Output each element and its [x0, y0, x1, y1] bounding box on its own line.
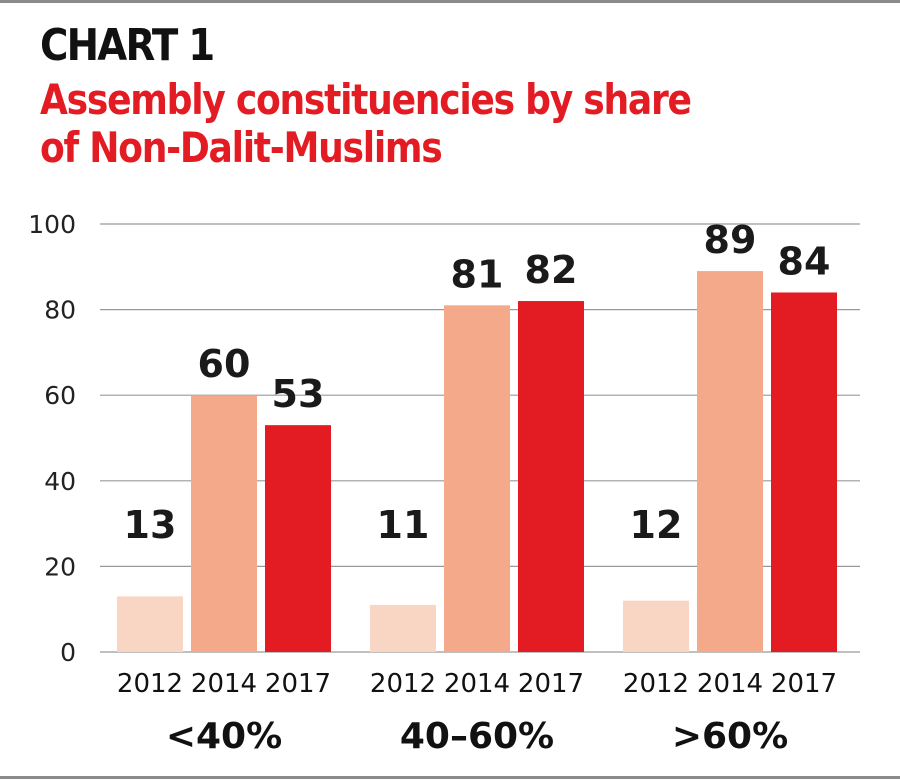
data-label-2-2017: 84: [778, 239, 831, 283]
y-tick-label-60: 60: [44, 381, 76, 410]
data-label-0-2012: 13: [124, 503, 177, 547]
category-label-1-2014: 2014: [444, 669, 510, 699]
data-label-1-2014: 81: [451, 252, 504, 296]
y-tick-label-80: 80: [44, 296, 76, 325]
y-tick-label-20: 20: [44, 552, 76, 581]
bar-1-2017: [518, 301, 584, 652]
category-label-2-2017: 2017: [771, 669, 837, 699]
y-tick-label-100: 100: [28, 210, 76, 239]
category-label-1-2012: 2012: [370, 669, 436, 699]
chart-title-line-2: of Non-Dalit-Muslims: [40, 123, 443, 172]
data-label-1-2012: 11: [377, 503, 430, 547]
bar-2-2017: [771, 292, 837, 652]
data-label-1-2017: 82: [525, 248, 578, 292]
category-label-0-2014: 2014: [191, 669, 257, 699]
chart-heading: CHART 1 Assembly constituencies by share…: [40, 20, 890, 172]
category-label-1-2017: 2017: [518, 669, 584, 699]
data-label-0-2017: 53: [272, 372, 325, 416]
y-tick-label-40: 40: [44, 467, 76, 496]
top-rule: [0, 0, 900, 3]
data-label-2-2014: 89: [704, 218, 757, 262]
bar-2-2014: [697, 271, 763, 652]
bottom-rule: [0, 776, 900, 779]
group-label-1: 40–60%: [400, 716, 554, 757]
bar-1-2014: [444, 305, 510, 652]
chart-title: Assembly constituencies by share of Non-…: [40, 76, 771, 172]
group-label-2: >60%: [672, 716, 788, 757]
chart-title-line-1: Assembly constituencies by share: [40, 75, 692, 124]
data-label-2-2012: 12: [630, 503, 683, 547]
group-label-0: <40%: [166, 716, 282, 757]
category-label-0-2017: 2017: [265, 669, 331, 699]
category-label-0-2012: 2012: [117, 669, 183, 699]
y-tick-label-0: 0: [60, 638, 76, 667]
category-label-2-2012: 2012: [623, 669, 689, 699]
chart-kicker: CHART 1: [40, 20, 215, 71]
bar-1-2012: [370, 604, 436, 652]
bar-0-2017: [265, 425, 331, 652]
bar-0-2012: [117, 596, 183, 652]
data-label-0-2014: 60: [198, 342, 251, 386]
bar-0-2014: [191, 395, 257, 652]
bar-2-2012: [623, 600, 689, 652]
category-label-2-2014: 2014: [697, 669, 763, 699]
